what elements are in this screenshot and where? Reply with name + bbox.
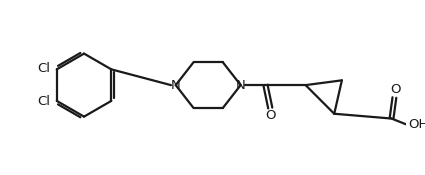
Text: OH: OH (408, 118, 425, 131)
Text: O: O (265, 109, 275, 122)
Text: O: O (390, 83, 401, 96)
Text: N: N (171, 79, 181, 92)
Text: N: N (236, 79, 246, 92)
Text: Cl: Cl (37, 95, 50, 108)
Text: Cl: Cl (37, 62, 50, 75)
